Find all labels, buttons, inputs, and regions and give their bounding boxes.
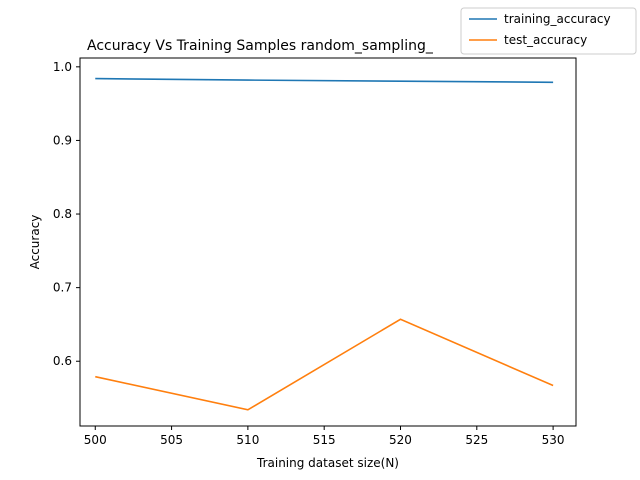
series-line-training-accuracy [95, 77, 554, 84]
y-tick-label: 0.8 [53, 207, 72, 221]
y-tick-label: 0.6 [53, 354, 72, 368]
x-tick-label: 530 [542, 433, 565, 447]
legend-frame [460, 7, 637, 55]
legend: training_accuracy test_accuracy [460, 7, 637, 55]
plot-area [79, 57, 577, 427]
x-tick-label: 525 [465, 433, 488, 447]
series-lines [95, 77, 554, 411]
x-tick-label: 510 [236, 433, 259, 447]
chart-title: Accuracy Vs Training Samples random_samp… [87, 38, 434, 54]
series-line-test-accuracy [95, 318, 554, 411]
y-tick-label: 0.7 [53, 281, 72, 295]
x-axis-label: Training dataset size(N) [256, 456, 399, 470]
x-axis-ticks: 500 505 510 515 520 525 530 [84, 426, 565, 447]
x-tick-label: 515 [313, 433, 336, 447]
legend-entry-label: test_accuracy [504, 33, 587, 47]
x-tick-label: 505 [160, 433, 183, 447]
y-axis-label: Accuracy [28, 215, 42, 270]
y-tick-label: 1.0 [53, 60, 72, 74]
legend-entry-label: training_accuracy [504, 12, 611, 26]
x-tick-label: 520 [389, 433, 412, 447]
x-tick-label: 500 [84, 433, 107, 447]
y-tick-label: 0.9 [53, 133, 72, 147]
y-axis-ticks: 0.6 0.7 0.8 0.9 1.0 [53, 60, 80, 368]
